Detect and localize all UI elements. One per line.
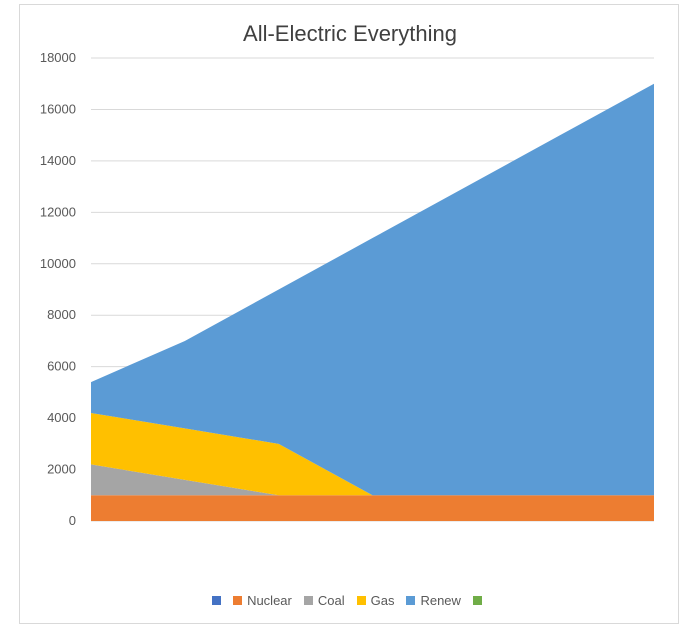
y-tick-label: 0 [69, 513, 76, 528]
y-tick-label: 18000 [40, 50, 76, 65]
area-renew [91, 83, 654, 496]
legend-swatch [406, 596, 416, 605]
y-tick-label: 4000 [47, 410, 76, 425]
legend-item [212, 596, 222, 605]
y-axis-ticks: 0 2000 4000 6000 8000 10000 12000 14000 16000 180… [40, 50, 76, 528]
y-tick-label: 8000 [47, 307, 76, 322]
legend-item: Coal [303, 593, 345, 608]
area-series [91, 83, 654, 521]
legend-item [472, 596, 482, 605]
y-tick-label: 6000 [47, 359, 76, 374]
y-tick-label: 10000 [40, 256, 76, 271]
legend-swatch [303, 596, 313, 605]
legend: Nuclear Coal Gas Renew [20, 593, 680, 608]
y-tick-label: 12000 [40, 204, 76, 219]
chart-frame: All-Electric Everything 0 2000 4000 6000 800… [19, 4, 679, 624]
legend-label: Renew [420, 593, 461, 608]
y-tick-label: 2000 [47, 462, 76, 477]
legend-swatch [212, 596, 222, 605]
y-tick-label: 16000 [40, 101, 76, 116]
legend-swatch [472, 596, 482, 605]
legend-label: Nuclear [247, 593, 292, 608]
legend-label: Gas [370, 593, 395, 608]
legend-item: Nuclear [233, 593, 292, 608]
legend-swatch [233, 596, 243, 605]
y-tick-label: 14000 [40, 153, 76, 168]
legend-item: Renew [406, 593, 461, 608]
chart-plot: 0 2000 4000 6000 8000 10000 12000 14000 16000 180… [40, 50, 654, 528]
legend-item: Gas [356, 593, 395, 608]
area-coal [91, 464, 654, 496]
area-nuclear [91, 495, 654, 521]
chart-title: All-Electric Everything [243, 21, 457, 46]
legend-label: Coal [317, 593, 345, 608]
area-gas [91, 412, 654, 496]
legend-swatch [356, 596, 366, 605]
